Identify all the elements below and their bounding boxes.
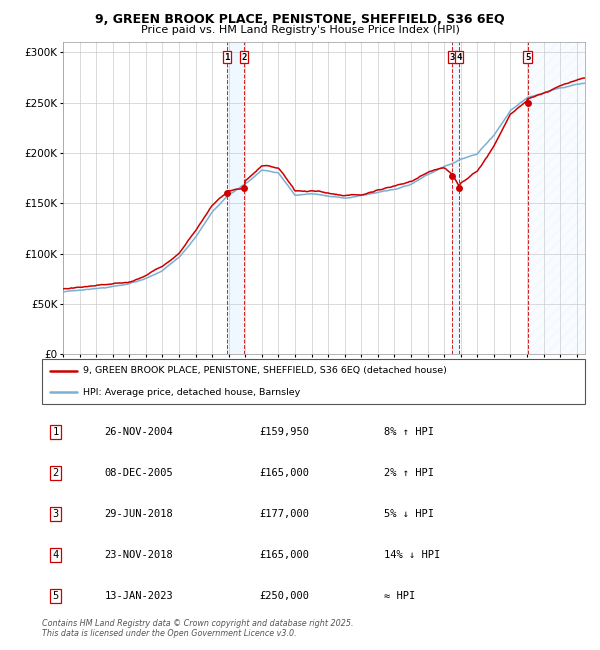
Text: 1: 1 xyxy=(52,427,59,437)
Text: 5: 5 xyxy=(52,591,59,601)
Text: Price paid vs. HM Land Registry's House Price Index (HPI): Price paid vs. HM Land Registry's House … xyxy=(140,25,460,34)
Text: 4: 4 xyxy=(457,53,462,62)
Text: ≈ HPI: ≈ HPI xyxy=(384,591,415,601)
Text: 29-JUN-2018: 29-JUN-2018 xyxy=(104,509,173,519)
Text: 23-NOV-2018: 23-NOV-2018 xyxy=(104,550,173,560)
Text: 2: 2 xyxy=(241,53,247,62)
Text: 1: 1 xyxy=(224,53,230,62)
Text: 4: 4 xyxy=(52,550,59,560)
Text: 2: 2 xyxy=(52,468,59,478)
Text: 3: 3 xyxy=(52,509,59,519)
Bar xyxy=(452,42,459,354)
Text: 5% ↓ HPI: 5% ↓ HPI xyxy=(384,509,434,519)
Text: 2% ↑ HPI: 2% ↑ HPI xyxy=(384,468,434,478)
Text: £165,000: £165,000 xyxy=(259,468,309,478)
Text: HPI: Average price, detached house, Barnsley: HPI: Average price, detached house, Barn… xyxy=(83,388,300,397)
Text: £159,950: £159,950 xyxy=(259,427,309,437)
Text: 8% ↑ HPI: 8% ↑ HPI xyxy=(384,427,434,437)
Text: £177,000: £177,000 xyxy=(259,509,309,519)
Text: 14% ↓ HPI: 14% ↓ HPI xyxy=(384,550,440,560)
Text: 13-JAN-2023: 13-JAN-2023 xyxy=(104,591,173,601)
Text: 08-DEC-2005: 08-DEC-2005 xyxy=(104,468,173,478)
Bar xyxy=(527,42,585,354)
Text: Contains HM Land Registry data © Crown copyright and database right 2025.
This d: Contains HM Land Registry data © Crown c… xyxy=(42,619,353,638)
Text: 5: 5 xyxy=(525,53,530,62)
FancyBboxPatch shape xyxy=(42,359,585,404)
Text: £165,000: £165,000 xyxy=(259,550,309,560)
Text: 26-NOV-2004: 26-NOV-2004 xyxy=(104,427,173,437)
Text: 3: 3 xyxy=(449,53,455,62)
Text: 9, GREEN BROOK PLACE, PENISTONE, SHEFFIELD, S36 6EQ: 9, GREEN BROOK PLACE, PENISTONE, SHEFFIE… xyxy=(95,13,505,26)
Text: 9, GREEN BROOK PLACE, PENISTONE, SHEFFIELD, S36 6EQ (detached house): 9, GREEN BROOK PLACE, PENISTONE, SHEFFIE… xyxy=(83,366,446,375)
Bar xyxy=(227,42,244,354)
Text: £250,000: £250,000 xyxy=(259,591,309,601)
